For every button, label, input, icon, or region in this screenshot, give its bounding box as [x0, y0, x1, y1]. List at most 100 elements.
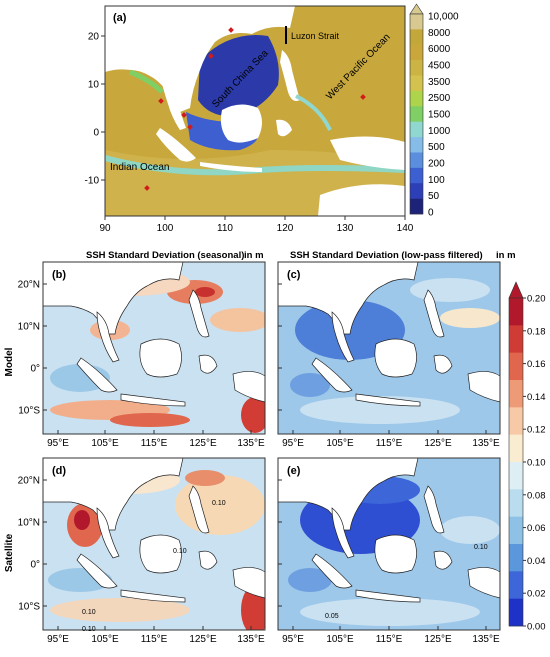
panel-b-label: (b) [52, 269, 66, 281]
colorbar-tick-label: 0.14 [527, 392, 546, 403]
map-a-lat-ticks: 20 10 0 -10 [85, 32, 105, 187]
colorbar-segment [509, 298, 523, 326]
colorbar-tick-label: 0.10 [527, 458, 546, 469]
colorbar-tick-label: 8000 [428, 28, 451, 39]
colorbar-segment [509, 516, 523, 545]
colorbar-segment [509, 489, 523, 517]
lon-tick-label: 115°E [376, 438, 403, 449]
colorbar-segment [410, 183, 423, 199]
row-label-satellite: Satellite [4, 533, 15, 572]
panel-c-label: (c) [287, 269, 301, 281]
colorbar-tick-label: 0.04 [527, 556, 546, 567]
colorbar-tick-label: 10,000 [428, 12, 459, 23]
colorbar-tick-label: 0.02 [527, 589, 546, 600]
lat-tick-label: 20 [88, 32, 100, 43]
lon-tick-label: 120 [277, 223, 294, 234]
lon-tick-label: 135°E [237, 438, 265, 449]
indian-ocean-label: Indian Ocean [110, 162, 170, 173]
ssh-axis-ticks: 95°E 105°E 115°E 125°E 135°E 20°N 10°N 0° 10°S 95… [18, 280, 500, 646]
colorbar-tick-label: 6000 [428, 44, 451, 55]
land-overlays [42, 261, 501, 603]
colorbar-tick-label: 0.18 [527, 326, 546, 337]
lon-tick-label: 115°E [376, 634, 403, 645]
depth-colorbar: 10,0008000600045003500250015001000500200… [409, 3, 459, 219]
map-frame [104, 5, 406, 217]
borneo [220, 104, 262, 143]
lat-tick-label: 0 [93, 128, 99, 139]
lon-tick-label: 115°E [141, 634, 168, 645]
asia-land [105, 6, 295, 112]
colorbar-tick-label: 0.06 [527, 523, 546, 534]
sumatra [156, 128, 196, 162]
title-lowpass: SSH Standard Deviation (low-pass filtere… [290, 250, 483, 261]
colorbar-tick-label: 1000 [428, 126, 451, 137]
colorbar-tick-label: 3500 [428, 77, 451, 88]
australia [318, 184, 405, 216]
shelf-2 [295, 94, 332, 131]
colorbar-arrow-top [409, 3, 424, 15]
colorbar-segment [509, 571, 523, 599]
panel-land [42, 457, 266, 603]
colorbar-segment [410, 60, 423, 76]
scs-basin [198, 35, 279, 117]
colorbar-tick-label: 0.00 [527, 622, 546, 633]
luzon-strait-label: Luzon Strait [291, 31, 340, 41]
lon-tick-label: 115°E [141, 438, 168, 449]
lon-tick-label: 100 [157, 223, 174, 234]
unit-right: in m [496, 250, 516, 261]
colorbar-tick-label: 500 [428, 142, 445, 153]
title-seasonal: SSH Standard Deviation (seasonal) [86, 250, 244, 261]
colorbar-tick-label: 50 [428, 191, 440, 202]
lon-tick-label: 135°E [472, 438, 500, 449]
colorbar-segment [509, 462, 523, 490]
philippines [280, 50, 300, 101]
lon-tick-label: 105°E [91, 438, 119, 449]
panel-land [277, 457, 501, 603]
new-guinea [330, 136, 405, 170]
lon-tick-label: 95°E [282, 634, 304, 645]
lat-tick-label: 10°N [18, 518, 40, 529]
colorbar-segment [410, 106, 423, 122]
map-a-lon-ticks: 90 100 110 120 130 140 [99, 216, 414, 234]
colorbar-tick-label: 0.16 [527, 359, 546, 370]
colorbar-tick-label: 0 [428, 208, 434, 219]
lat-tick-label: 10 [88, 80, 100, 91]
colorbar-segment [410, 29, 423, 46]
lon-tick-label: 125°E [189, 634, 217, 645]
colorbar-segment [509, 544, 523, 572]
colorbar-tick-label: 0.20 [527, 294, 546, 305]
colorbar-segment [509, 325, 523, 353]
lat-tick-label: 10°S [18, 602, 40, 613]
row-label-model: Model [4, 347, 15, 376]
contour-label-d1: 0.10 [212, 500, 226, 507]
contour-label-d3: 0.10 [82, 609, 96, 616]
colorbar-tick-label: 200 [428, 159, 445, 170]
lat-tick-label: 20°N [18, 476, 40, 487]
colorbar-segment [509, 352, 523, 381]
contour-label-d2: 0.10 [173, 548, 187, 555]
lon-tick-label: 95°E [282, 438, 304, 449]
colorbar-segment [509, 380, 523, 408]
panel-a-label: (a) [113, 12, 127, 24]
lat-tick-label: 0° [30, 364, 40, 375]
lon-tick-label: 125°E [189, 438, 217, 449]
lon-tick-label: 105°E [326, 438, 354, 449]
colorbar-segment [410, 44, 423, 61]
sulawesi [276, 119, 292, 137]
colorbar-segment [509, 434, 523, 463]
panel-e-label: (e) [287, 465, 301, 477]
colorbar-segment [410, 14, 423, 30]
lon-tick-label: 125°E [424, 634, 452, 645]
java [200, 162, 262, 172]
lon-tick-label: 105°E [91, 634, 119, 645]
lat-tick-label: 20°N [18, 280, 40, 291]
colorbar-tick-label: 0.12 [527, 425, 546, 436]
lon-tick-label: 130 [337, 223, 354, 234]
contour-label-d4: 0.10 [82, 626, 96, 633]
malay-peninsula [160, 76, 186, 130]
colorbar-frame [409, 13, 424, 215]
colorbar-segment [410, 198, 423, 215]
unit-left: in m [244, 250, 264, 261]
colorbar-tick-label: 4500 [428, 61, 451, 72]
